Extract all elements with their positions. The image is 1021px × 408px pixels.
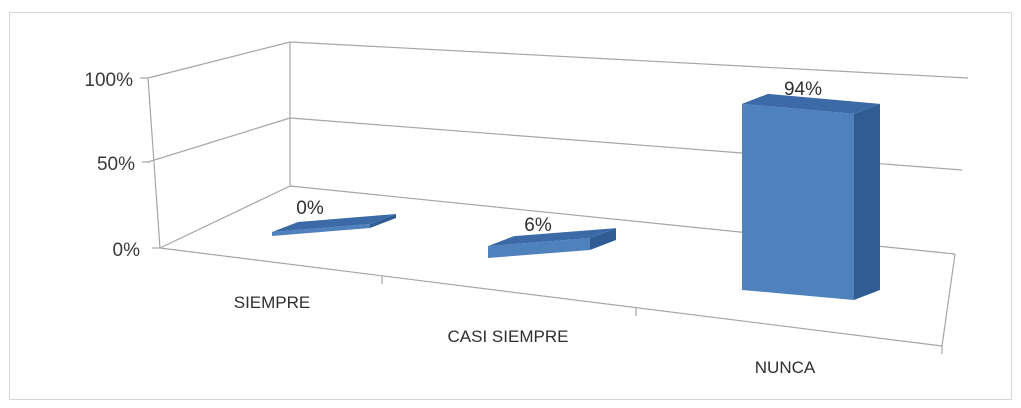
- y-axis: [147, 77, 161, 249]
- bar-side-siempre: [370, 214, 396, 228]
- y-tick-labels: 0% 50% 100%: [84, 70, 140, 261]
- x-axis: [159, 247, 943, 347]
- category-labels: SIEMPRE CASI SIEMPRE NUNCA: [234, 293, 816, 377]
- y-tick-label-0: 0%: [113, 240, 141, 261]
- gridline-100-back: [289, 41, 969, 79]
- bar-side-casi-siempre: [590, 228, 616, 250]
- axes: [140, 42, 956, 354]
- bar-front-nunca: [742, 103, 854, 300]
- bar-top-casi-siempre: [488, 228, 616, 247]
- data-label-nunca: 94%: [784, 79, 822, 100]
- bars: [272, 93, 880, 300]
- category-label-casi-siempre: CASI SIEMPRE: [448, 327, 569, 346]
- data-labels: 0% 6% 94%: [296, 79, 822, 236]
- bar-top-siempre: [272, 214, 396, 232]
- floor-right-edge: [941, 253, 956, 347]
- category-label-siempre: SIEMPRE: [234, 293, 311, 312]
- y-tick-label-50: 50%: [97, 154, 135, 175]
- y-tick-label-100: 100%: [84, 70, 133, 91]
- bar-side-nunca: [854, 103, 880, 300]
- floor-left-edge: [159, 185, 291, 249]
- bar-front-siempre: [272, 224, 370, 236]
- category-label-nunca: NUNCA: [755, 358, 816, 377]
- data-label-casi-siempre: 6%: [524, 215, 552, 236]
- data-label-siempre: 0%: [296, 198, 324, 219]
- bar-front-casi-siempre: [488, 238, 590, 258]
- bar-top-nunca: [742, 93, 880, 114]
- gridline-100: [147, 41, 291, 79]
- gridline-50: [147, 117, 291, 163]
